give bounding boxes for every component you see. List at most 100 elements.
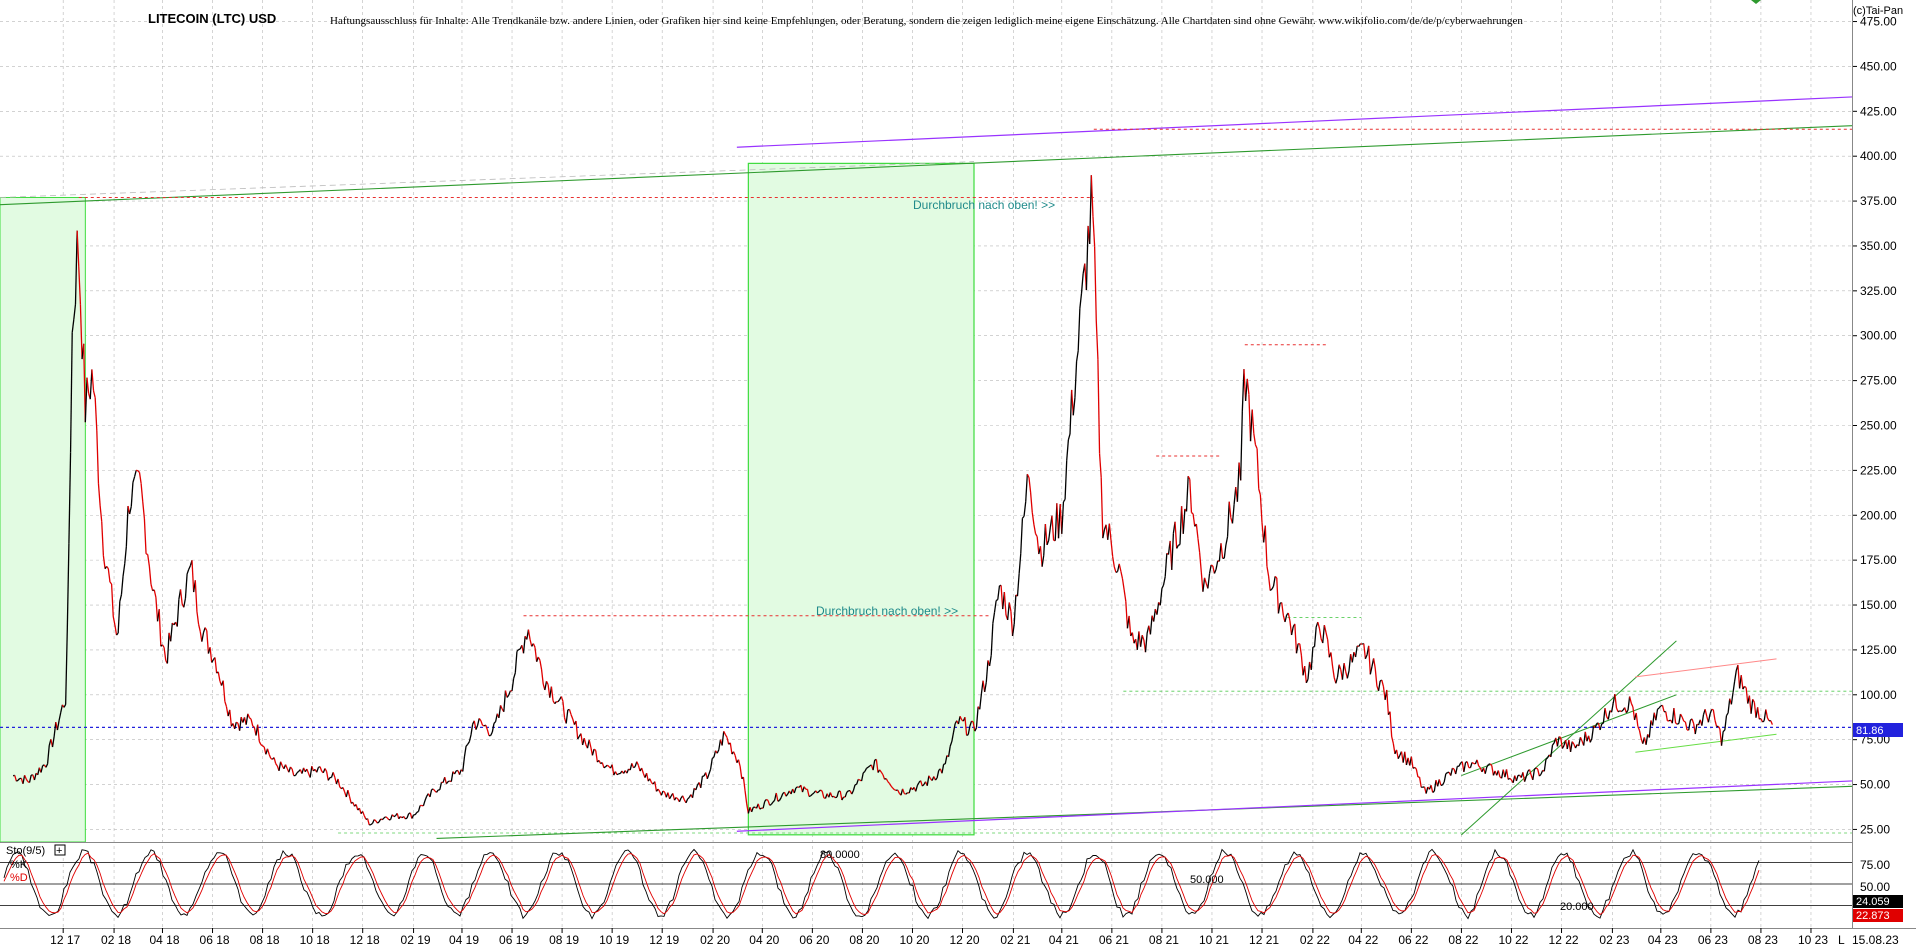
price-segment <box>1625 709 1629 714</box>
price-segment <box>504 690 508 698</box>
price-segment <box>729 742 733 755</box>
price-segment <box>1425 786 1429 794</box>
price-segment <box>708 768 712 775</box>
price-segment <box>380 818 383 821</box>
price-segment <box>1617 710 1621 713</box>
price-segment <box>723 731 726 735</box>
price-segment <box>506 694 510 698</box>
price-segment <box>1752 699 1755 703</box>
price-segment <box>1046 540 1050 546</box>
price-segment <box>1478 765 1481 769</box>
price-segment <box>225 706 229 717</box>
time-tick-label: 08 23 <box>1748 933 1778 947</box>
price-segment <box>1112 556 1115 568</box>
price-segment <box>1724 715 1728 731</box>
price-segment <box>739 766 743 779</box>
price-segment <box>565 709 569 724</box>
price-segment <box>890 785 894 789</box>
price-segment <box>867 765 871 768</box>
price-segment <box>403 816 406 820</box>
price-segment <box>475 725 479 730</box>
price-segment <box>629 763 633 771</box>
price-segment <box>1704 709 1708 717</box>
time-tick-label: 06 20 <box>799 933 829 947</box>
price-segment <box>398 816 401 820</box>
price-segment <box>941 764 945 774</box>
price-segment <box>1655 709 1659 721</box>
time-tick-label: 12 18 <box>350 933 380 947</box>
time-tick-label: 06 18 <box>200 933 230 947</box>
price-segment <box>1397 754 1401 759</box>
price-segment <box>1418 777 1422 788</box>
price-segment <box>975 706 979 728</box>
price-segment <box>494 713 498 722</box>
price-segment <box>411 814 415 819</box>
time-tick-label: 02 20 <box>700 933 730 947</box>
price-segment <box>1602 708 1606 724</box>
price-segment <box>1128 615 1132 637</box>
price-segment <box>470 724 474 736</box>
price-segment <box>234 721 237 730</box>
price-segment <box>1452 767 1455 770</box>
price-segment <box>966 734 969 737</box>
price-segment <box>1213 569 1217 574</box>
price-segment <box>294 772 298 776</box>
price-segment <box>1569 741 1573 753</box>
price-segment <box>897 789 900 794</box>
price-segment <box>785 793 789 797</box>
price-segment <box>1368 645 1371 675</box>
price-segment <box>1488 763 1491 766</box>
price-segment <box>1657 707 1660 710</box>
price-segment <box>1295 643 1299 654</box>
price-segment <box>1744 685 1747 689</box>
price-segment <box>1343 663 1347 672</box>
price-segment <box>1051 515 1055 541</box>
price-segment <box>1545 757 1549 760</box>
price-segment <box>1236 462 1240 502</box>
price-segment <box>153 589 157 598</box>
price-segment <box>133 470 137 477</box>
price-segment <box>934 777 938 781</box>
price-segment <box>490 731 493 736</box>
price-segment <box>89 369 93 400</box>
time-tick-label: 12 19 <box>649 933 679 947</box>
price-segment <box>1144 633 1148 653</box>
price-segment <box>46 745 50 764</box>
price-segment <box>1645 734 1649 745</box>
price-segment <box>1102 529 1106 539</box>
stochastic-settings-button[interactable]: + <box>54 844 66 857</box>
price-tick-label: 50.00 <box>1860 778 1890 792</box>
price-segment <box>669 795 672 800</box>
price-segment <box>1178 543 1181 546</box>
time-tick-label: 10 22 <box>1498 933 1528 947</box>
price-segment <box>129 506 132 515</box>
price-segment <box>537 656 541 661</box>
price-segment <box>1189 479 1193 513</box>
price-segment <box>1469 762 1473 768</box>
price-segment <box>778 797 782 801</box>
price-segment <box>816 791 820 794</box>
stochastic-k-value: 24.059 <box>1856 896 1890 908</box>
price-segment <box>1525 771 1529 777</box>
price-segment <box>1026 473 1030 478</box>
time-tick-label: 10 19 <box>599 933 629 947</box>
price-segment <box>1369 666 1373 675</box>
price-segment <box>1430 785 1434 793</box>
price-segment <box>920 780 923 787</box>
price-segment <box>1269 588 1273 592</box>
price-segment <box>801 786 805 793</box>
price-segment <box>892 787 895 791</box>
price-segment <box>1120 571 1124 580</box>
price-segment <box>1179 506 1183 545</box>
upper-purple-line <box>736 96 1853 148</box>
price-segment <box>431 788 434 791</box>
price-segment <box>143 518 147 554</box>
price-tick-label: 450.00 <box>1860 59 1897 73</box>
price-segment <box>1466 761 1470 768</box>
price-segment <box>691 788 695 798</box>
price-segment <box>247 713 251 718</box>
price-segment <box>1638 730 1642 739</box>
price-segment <box>887 781 890 784</box>
price-segment <box>1538 773 1542 777</box>
price-segment <box>1445 772 1448 775</box>
